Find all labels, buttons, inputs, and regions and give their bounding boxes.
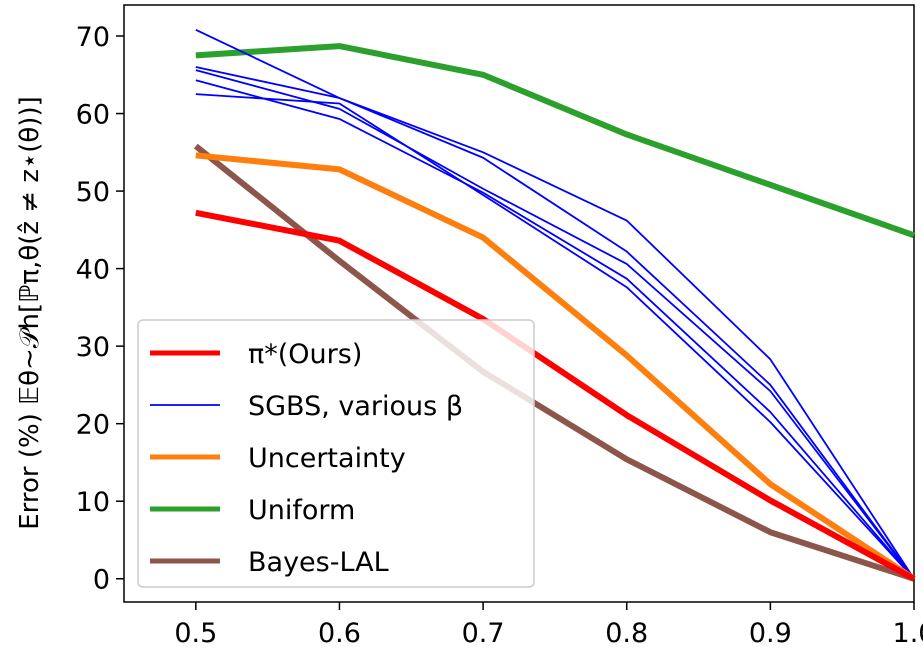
x-tick-label: 0.9: [749, 618, 792, 649]
legend-label: SGBS, various β: [248, 391, 463, 422]
y-tick-label: 50: [76, 177, 110, 208]
ticks-group: 0.5 0.6 0.7 0.8 0.9 1.0 0 10 20 30 40 50 60 70: [76, 22, 923, 649]
legend-label: Uncertainty: [248, 443, 406, 474]
y-tick-label: 60: [76, 100, 110, 131]
legend: π*(Ours) SGBS, various β Uncertainty Unifor…: [137, 319, 535, 588]
series-group: [193, 28, 916, 582]
legend-label: Bayes-LAL: [248, 547, 389, 578]
y-tick-label: 10: [76, 487, 110, 518]
series-line-3: [195, 66, 915, 580]
x-tick-label: 1.0: [893, 618, 923, 649]
series-line-2: [195, 28, 915, 580]
y-axis-label: Error (%) 𝔼θ∼𝒫h[ℙπ,θ(ẑ ≠ z⋆(θ))]: [15, 96, 45, 530]
x-tick-label: 0.5: [174, 618, 217, 649]
plot-frame: [123, 4, 915, 603]
y-tick-label: 30: [76, 332, 110, 363]
series-line-1: [193, 143, 915, 582]
series-line-5: [195, 79, 915, 580]
y-tick-label: 20: [76, 410, 110, 441]
series-line-7: [195, 152, 916, 582]
legend-label: Uniform: [248, 495, 355, 526]
y-tick-label: 70: [76, 22, 110, 53]
y-tick-label: 40: [76, 255, 110, 286]
legend-label: π*(Ours): [248, 339, 362, 370]
axes-frame: [123, 4, 915, 603]
y-tick-label: 0: [93, 565, 110, 596]
series-line-6: [195, 93, 915, 580]
legend-box: [137, 319, 535, 588]
x-tick-label: 0.7: [462, 618, 505, 649]
series-line-8: [195, 209, 916, 582]
x-tick-label: 0.6: [318, 618, 361, 649]
x-tick-label: 0.8: [605, 618, 648, 649]
series-line-0: [195, 43, 915, 239]
